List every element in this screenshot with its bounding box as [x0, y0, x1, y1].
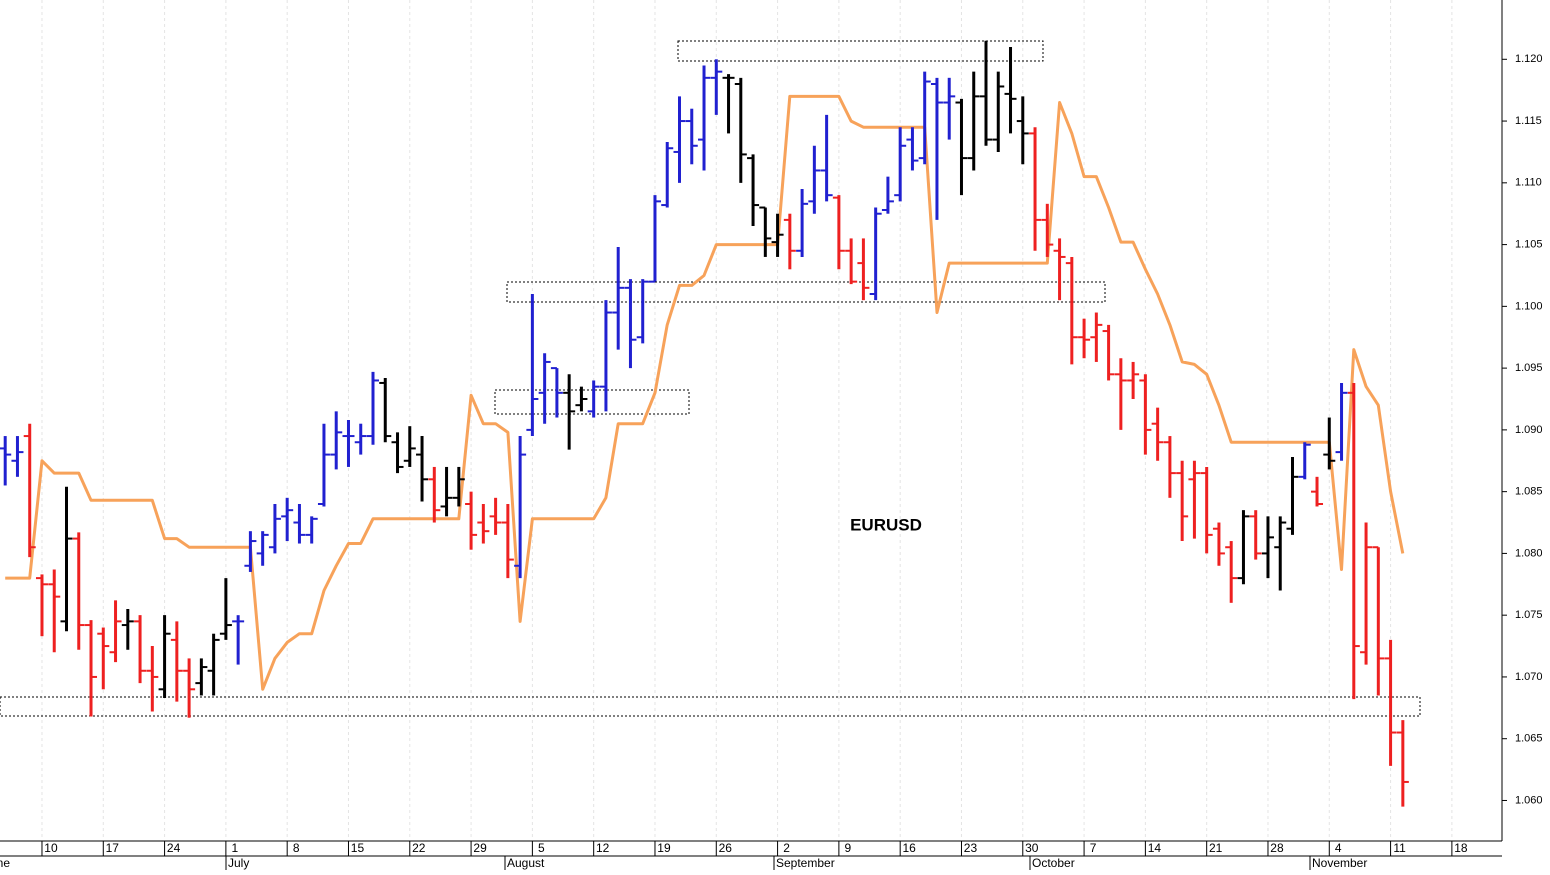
x-tick-label: 30 [1025, 841, 1039, 855]
x-tick-label: 21 [1209, 841, 1223, 855]
y-tick-label: 1.085 [1515, 486, 1543, 498]
month-label: October [1032, 856, 1075, 870]
x-tick-label: 19 [657, 841, 671, 855]
x-tick-label: 26 [719, 841, 733, 855]
y-tick-label: 1.110 [1515, 177, 1542, 189]
y-tick-label: 1.070 [1515, 671, 1543, 683]
y-tick-label: 1.105 [1515, 238, 1543, 250]
y-tick-label: 1.115 [1515, 115, 1542, 127]
x-tick-label: 24 [167, 841, 181, 855]
x-tick-label: 23 [964, 841, 978, 855]
month-label: July [228, 856, 249, 870]
month-label: September [776, 856, 835, 870]
y-tick-label: 1.065 [1515, 733, 1543, 745]
x-tick-label: 8 [293, 841, 300, 855]
month-label: ne [0, 856, 10, 870]
x-tick-label: 28 [1270, 841, 1284, 855]
x-tick-label: 16 [903, 841, 917, 855]
x-tick-label: 15 [351, 841, 365, 855]
x-tick-label: 22 [412, 841, 426, 855]
trend-line [5, 94, 1405, 691]
grid [41, 0, 1453, 840]
x-tick-label: 4 [1335, 841, 1342, 855]
y-tick-label: 1.060 [1515, 794, 1543, 806]
support-zone [506, 281, 1106, 303]
x-tick-label: 2 [783, 841, 790, 855]
x-tick-label: 17 [106, 841, 120, 855]
x-tick-label: 14 [1148, 841, 1162, 855]
symbol-label: EURUSD [850, 515, 922, 534]
x-tick-label: 11 [1393, 841, 1406, 855]
resistance-zone [677, 40, 1044, 62]
month-label: November [1312, 856, 1367, 870]
x-tick-label: 18 [1454, 841, 1468, 855]
month-label: August [507, 856, 545, 870]
y-tick-label: 1.100 [1515, 300, 1543, 312]
y-tick-label: 1.120 [1515, 53, 1543, 65]
x-tick-label: 5 [538, 841, 545, 855]
support-zone [494, 389, 690, 415]
x-tick-label: 7 [1090, 841, 1097, 855]
support-zone [0, 696, 1421, 717]
x-tick-label: 9 [845, 841, 852, 855]
y-tick-label: 1.095 [1515, 362, 1543, 374]
y-tick-label: 1.090 [1515, 424, 1543, 436]
x-tick-label: 1 [232, 841, 239, 855]
x-tick-label: 29 [473, 841, 487, 855]
x-tick-label: 12 [596, 841, 610, 855]
y-tick-label: 1.075 [1515, 609, 1543, 621]
x-tick-label: 10 [44, 841, 58, 855]
y-tick-label: 1.080 [1515, 547, 1543, 559]
